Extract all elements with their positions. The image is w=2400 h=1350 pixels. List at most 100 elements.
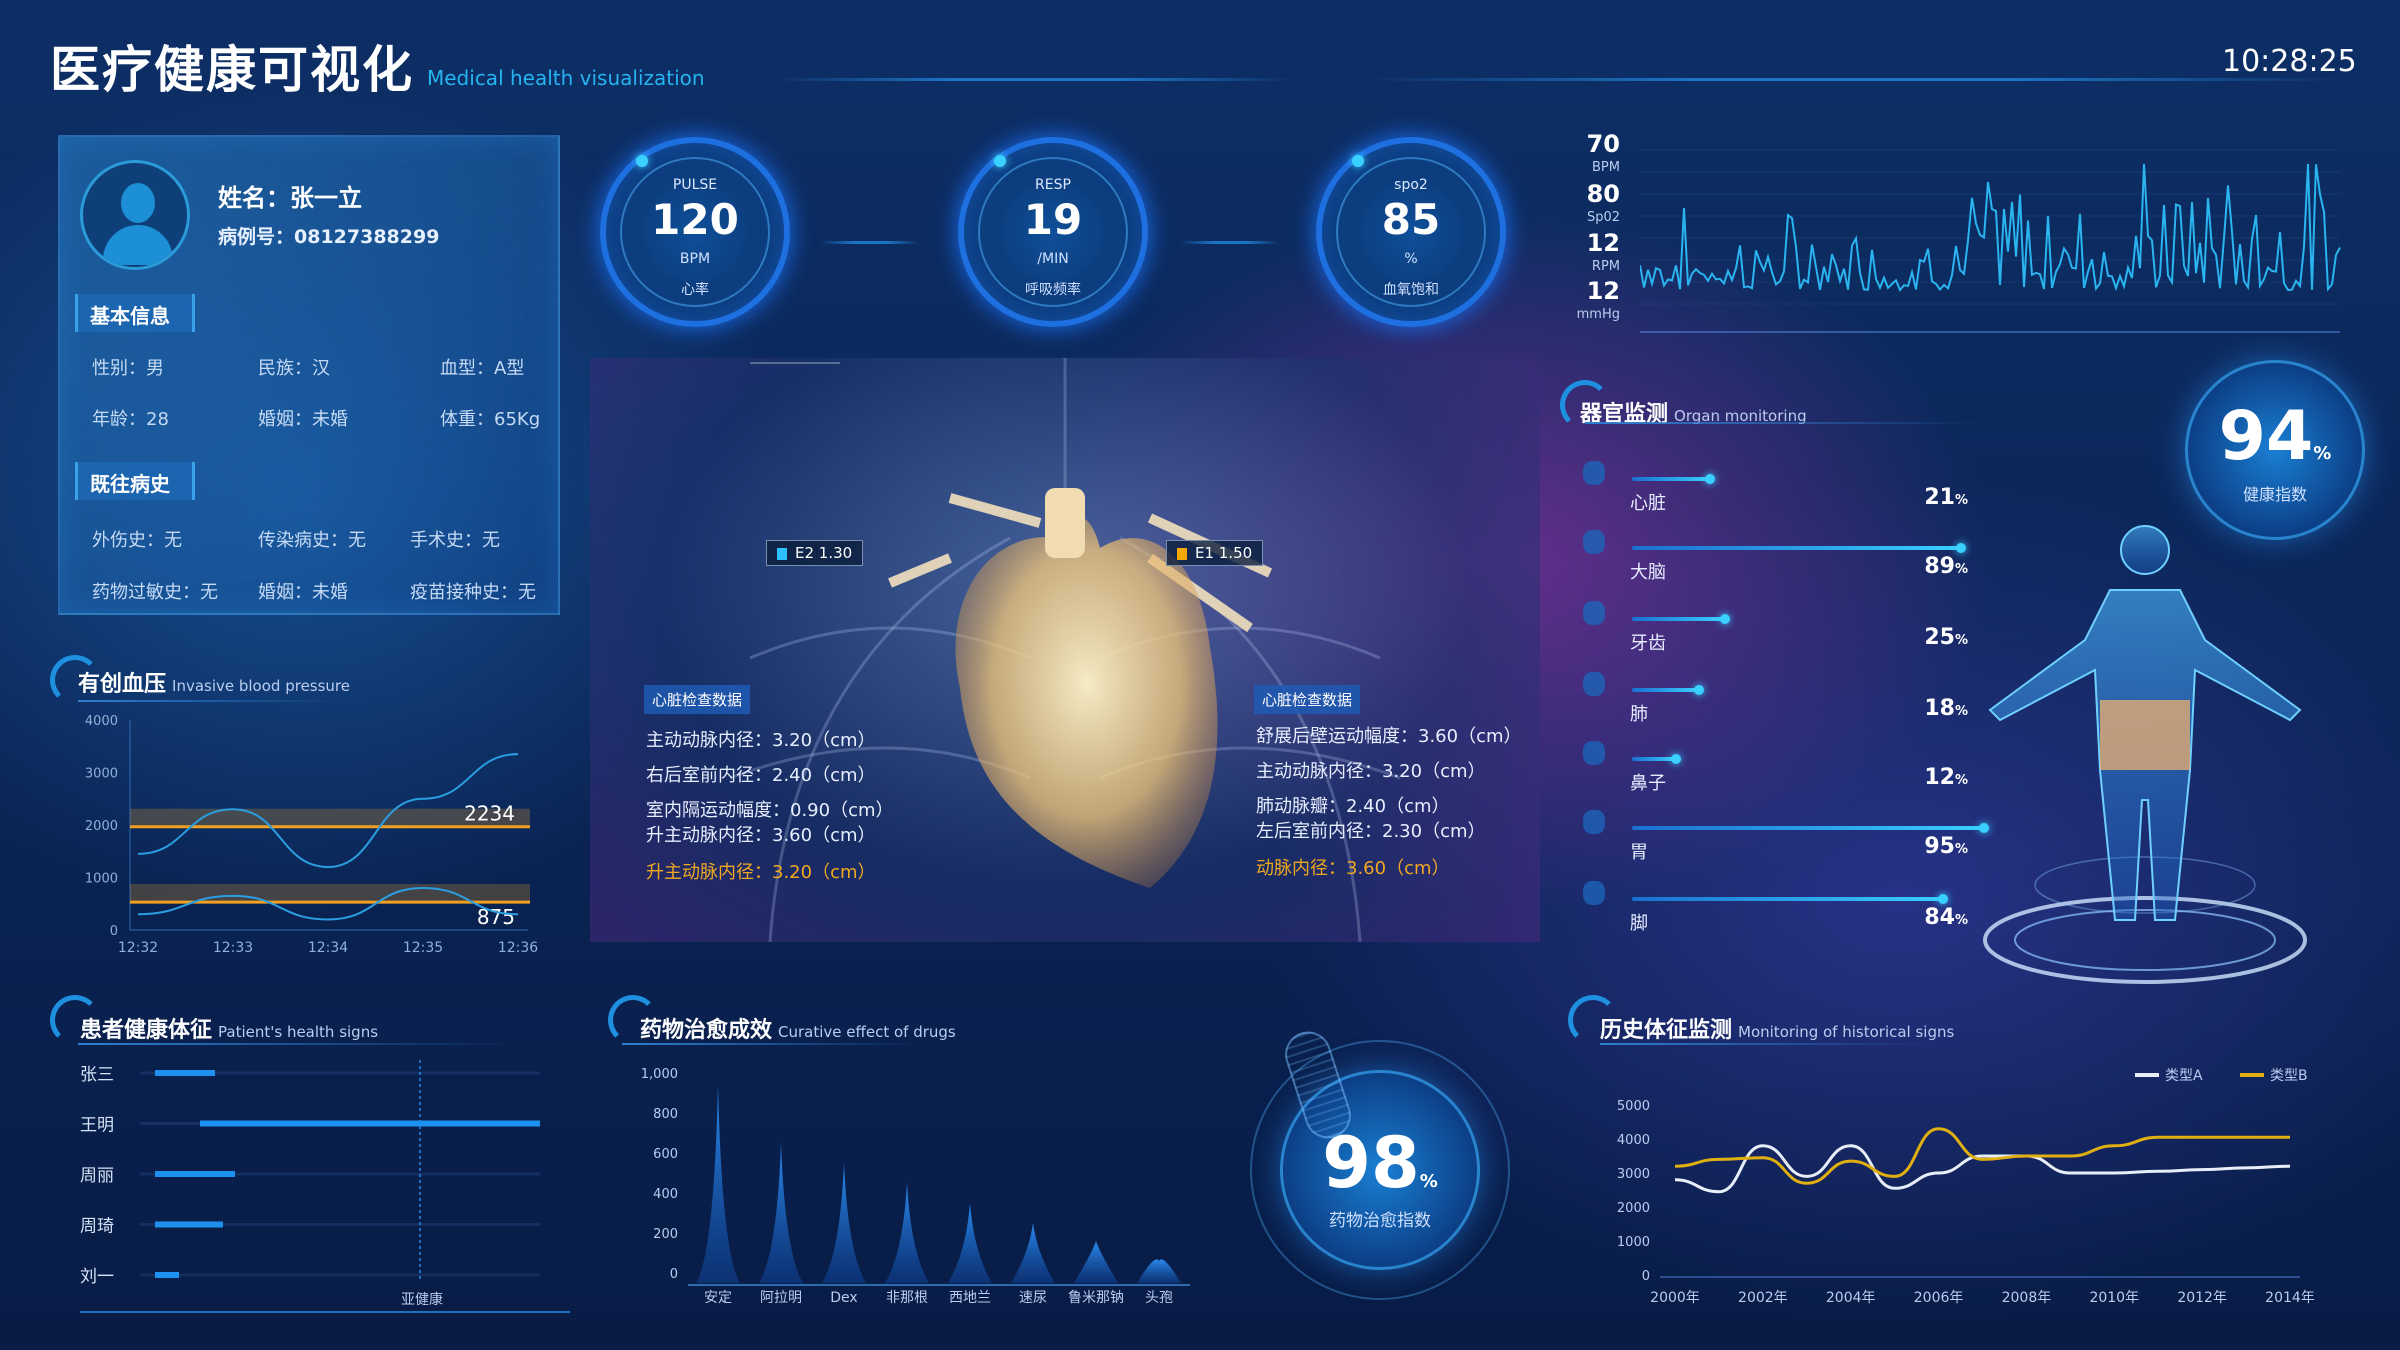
heart-measure: 主动动脉内径：3.20（cm） <box>1256 761 1486 782</box>
organ-percent-sign: % <box>1954 773 1968 788</box>
tooth-icon <box>1583 601 1605 625</box>
organ-percent-value: 84 <box>1924 905 1955 930</box>
history-title-cn: 历史体征监测 <box>1600 1018 1733 1043</box>
wave-line <box>1640 163 2341 292</box>
organ-percent-sign: % <box>1954 913 1968 928</box>
x-tick-label: 阿拉明 <box>760 1290 802 1306</box>
organ-percent-sign: % <box>1954 633 1968 648</box>
organ-bar <box>1632 685 1704 695</box>
history-series-line <box>1674 1127 2290 1185</box>
bp-title-en: Invasive blood pressure <box>172 677 350 695</box>
bp-chart: 0 1000 2000 3000 4000 12:32 12:33 12:34 12:35 12:… <box>85 714 538 956</box>
drug-index-value: 98 <box>1322 1122 1420 1204</box>
organ-bar <box>1632 754 1682 764</box>
history-infectious: 传染病史：无 <box>258 530 366 551</box>
x-tick-label: 非那根 <box>886 1290 928 1306</box>
patient-label: 王明 <box>80 1116 114 1136</box>
y-tick-label: 2000 <box>1617 1201 1650 1216</box>
drug-bar <box>822 1163 866 1283</box>
drug-index-unit: % <box>1419 1171 1438 1192</box>
marker-tag-right: E1 1.50 <box>1166 540 1264 566</box>
gauge-caption: 心率 <box>681 282 709 298</box>
x-tick-label: 鲁米那钠 <box>1068 1290 1124 1306</box>
signs-title-cn: 患者健康体征 <box>80 1018 213 1043</box>
history-marital: 婚姻：未婚 <box>258 582 348 603</box>
signs-title-en: Patient's health signs <box>218 1023 379 1041</box>
title-underline <box>1600 1043 1930 1045</box>
heart-icon <box>1583 461 1605 485</box>
bp-title: 有创血压 Invasive blood pressure <box>78 666 350 698</box>
organ-name: 心脏 <box>1630 493 1666 514</box>
drug-index-ring <box>1250 1040 1510 1300</box>
x-tick-label: 2008年 <box>2002 1290 2052 1306</box>
gauge-value: 120 <box>651 195 739 244</box>
y-tick-label: 4000 <box>1617 1133 1650 1148</box>
gauge-label: spo2 <box>1394 177 1428 193</box>
section-arc-icon <box>1568 995 1618 1045</box>
monitor-value: 80 <box>1586 180 1620 208</box>
gauge-unit: BPM <box>679 251 711 267</box>
monitor-value: 70 <box>1586 130 1620 158</box>
stomach-icon <box>1583 810 1605 834</box>
history-chart: 0 1000 2000 3000 4000 5000 2000年 2002年 2004年 2006… <box>1617 1068 2315 1306</box>
y-tick-label: 4000 <box>85 714 118 729</box>
drugs-chart: 0 200 400 600 800 1,000 安定 阿拉明 Dex 非那根 西地兰 速尿 鲁米那钠 头孢 <box>641 1067 1190 1306</box>
x-tick-label: 2006年 <box>1914 1290 1964 1306</box>
history-vaccine: 疫苗接种史：无 <box>410 582 536 603</box>
organ-percent-value: 95 <box>1924 834 1955 859</box>
drug-bar <box>1137 1259 1181 1283</box>
monitor-unit: Sp02 <box>1586 210 1620 225</box>
drug-bar <box>885 1183 929 1283</box>
organ-name: 胃 <box>1630 842 1648 863</box>
patient-label: 张三 <box>80 1065 114 1085</box>
ecg-waveform <box>1640 149 2341 333</box>
heart-measure-highlight: 动脉内径：3.60（cm） <box>1256 858 1450 879</box>
pulse-gauge: PULSE 120 BPM 心率 <box>600 137 790 327</box>
x-tick-label: 2012年 <box>2177 1290 2227 1306</box>
heart-measure: 升主动脉内径：3.60（cm） <box>646 825 876 846</box>
legend-label: 类型B <box>2270 1068 2308 1084</box>
x-tick-label: 2000年 <box>1650 1290 1700 1306</box>
organ-percent-value: 12 <box>1924 765 1955 790</box>
health-bar <box>155 1221 223 1228</box>
history-surgery: 手术史：无 <box>410 530 500 551</box>
mark-label: 2234 <box>464 802 515 826</box>
human-body-hologram <box>1983 525 2307 984</box>
organ-percent: 21% <box>1888 485 1968 510</box>
health-bar <box>155 1272 179 1278</box>
y-tick-label: 200 <box>653 1227 678 1242</box>
organ-percent: 12% <box>1888 765 1968 790</box>
gauge-value: 85 <box>1381 195 1441 244</box>
title-underline <box>78 700 338 702</box>
x-tick-label: 12:32 <box>118 940 158 956</box>
y-tick-label: 600 <box>653 1147 678 1162</box>
organ-percent-sign: % <box>1954 704 1968 719</box>
legend-label: 类型A <box>2165 1068 2203 1084</box>
history-heading: 既往病史 <box>75 462 195 500</box>
organ-percent-sign: % <box>1954 493 1968 508</box>
x-tick-label: 速尿 <box>1019 1290 1047 1306</box>
signs-title: 患者健康体征 Patient's health signs <box>80 1012 378 1044</box>
heart-measure: 肺动脉瓣：2.40（cm） <box>1256 796 1450 817</box>
info-blood-type: 血型：A型 <box>440 358 525 379</box>
x-tick-label: 12:34 <box>308 940 348 956</box>
y-tick-label: 3000 <box>1617 1167 1650 1182</box>
mark-band <box>130 808 530 827</box>
organ-title-en: Organ monitoring <box>1674 407 1807 425</box>
x-tick-label: Dex <box>830 1290 857 1306</box>
patient-label: 周琦 <box>80 1217 114 1237</box>
x-tick-label: 12:35 <box>403 940 443 956</box>
y-tick-label: 400 <box>653 1187 678 1202</box>
header-divider <box>1365 78 2345 81</box>
mark-band <box>130 884 530 903</box>
page-subtitle: Medical health visualization <box>427 66 705 90</box>
organ-percent: 95% <box>1888 834 1968 859</box>
x-tick-label: 12:33 <box>213 940 253 956</box>
organ-percent: 84% <box>1888 905 1968 930</box>
section-arc-icon <box>608 995 658 1045</box>
health-bar <box>155 1070 215 1076</box>
organ-percent-value: 21 <box>1924 485 1955 510</box>
section-arc-icon <box>50 655 100 705</box>
heart-measure: 室内隔运动幅度：0.90（cm） <box>646 800 894 821</box>
